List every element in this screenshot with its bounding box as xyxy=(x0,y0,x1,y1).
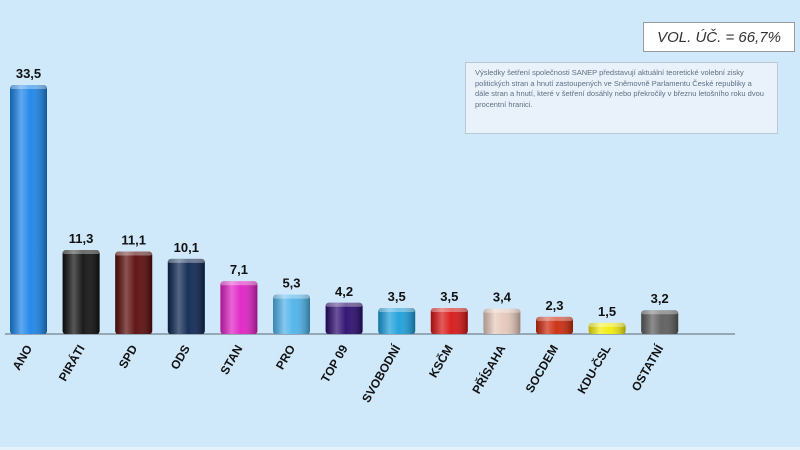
value-label-stan: 7,1 xyxy=(230,262,248,277)
category-label-socdem: SOCDEM xyxy=(523,342,561,395)
category-label-pirati: PIRÁTI xyxy=(55,342,88,384)
category-label-spd: SPD xyxy=(116,342,141,371)
value-label-ods: 10,1 xyxy=(174,240,199,255)
bar-shine-ano xyxy=(10,85,47,334)
bar-cap-top-09 xyxy=(325,302,363,307)
value-label-ostatni: 3,2 xyxy=(651,291,669,306)
category-label-top-09: TOP 09 xyxy=(318,342,351,385)
value-label-ano: 33,5 xyxy=(16,66,41,81)
bar-shine-spd xyxy=(115,251,153,334)
bar-shine-pirati xyxy=(62,250,100,334)
bar-cap-svobodni xyxy=(378,307,416,312)
bar-shine-kdu-csl xyxy=(588,322,626,334)
bar-shine-ostatni xyxy=(641,310,679,334)
bar-cap-ods xyxy=(167,258,205,263)
bar-shine-svobodni xyxy=(378,307,416,334)
value-label-kdu-csl: 1,5 xyxy=(598,304,616,319)
value-label-pro: 5,3 xyxy=(282,276,300,291)
value-label-spd: 11,1 xyxy=(121,232,146,247)
category-label-kscm: KSČM xyxy=(425,342,456,380)
category-label-kdu-csl: KDU-ČSL xyxy=(574,342,614,396)
value-label-kscm: 3,5 xyxy=(440,289,458,304)
category-label-ods: ODS xyxy=(168,343,193,373)
value-label-prisaha: 3,4 xyxy=(493,290,512,305)
value-label-pirati: 11,3 xyxy=(69,231,94,246)
bar-cap-pro xyxy=(273,294,310,299)
value-label-svobodni: 3,5 xyxy=(388,289,406,304)
category-label-svobodni: SVOBODNÍ xyxy=(358,341,403,405)
bar-cap-prisaha xyxy=(483,308,521,313)
bottom-band xyxy=(0,447,800,450)
bar-shine-ods xyxy=(167,258,205,334)
bar-shine-socdem xyxy=(536,316,573,334)
bar-shine-kscm xyxy=(430,307,468,334)
bar-cap-spd xyxy=(115,251,153,256)
category-label-ostatni: OSTATNÍ xyxy=(628,341,667,393)
bar-cap-stan xyxy=(220,281,258,286)
bar-shine-stan xyxy=(220,281,258,334)
bar-cap-socdem xyxy=(536,316,573,321)
bar-shine-top-09 xyxy=(325,302,363,334)
category-label-prisaha: PŘÍSAHA xyxy=(468,342,508,397)
category-label-stan: STAN xyxy=(217,343,245,378)
bar-cap-kscm xyxy=(430,307,468,312)
bar-cap-ostatni xyxy=(641,310,679,315)
value-label-socdem: 2,3 xyxy=(545,298,563,313)
bar-shine-prisaha xyxy=(483,308,521,334)
survey-note: Výsledky šetření společnosti SANEP předs… xyxy=(465,62,778,134)
bar-cap-kdu-csl xyxy=(588,322,626,327)
category-label-ano: ANO xyxy=(10,343,35,373)
bar-cap-ano xyxy=(10,85,47,89)
bar-cap-pirati xyxy=(62,250,100,255)
category-label-pro: PRO xyxy=(273,343,298,373)
turnout-label: VOL. ÚČ. = 66,7% xyxy=(643,22,795,52)
value-label-top-09: 4,2 xyxy=(335,284,353,299)
bars-group: 33,5 ANO 11,3 PIRÁTI 11,1 SPD 10,1 ODS 7,1 STAN 5,… xyxy=(10,66,679,405)
bar-shine-pro xyxy=(273,294,310,334)
